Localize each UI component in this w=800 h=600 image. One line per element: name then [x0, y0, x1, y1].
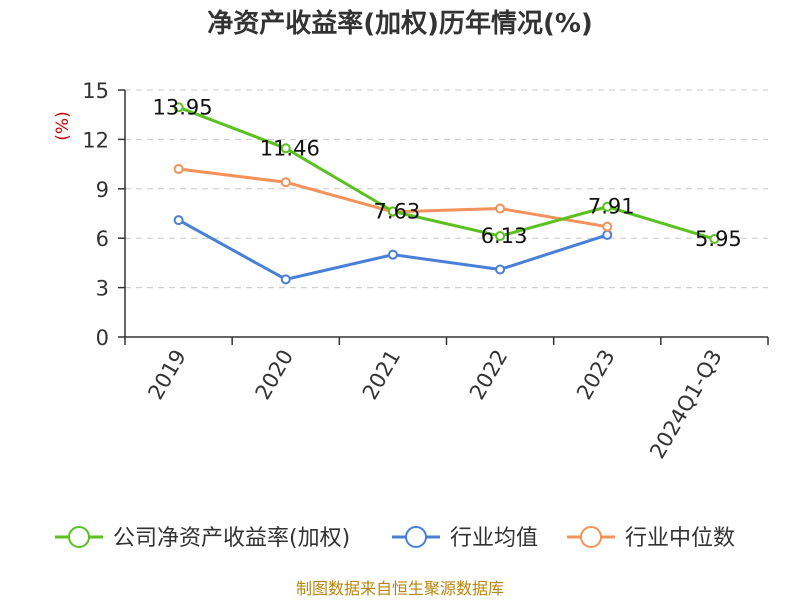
axes: 0 3 6 9 12 15 2019 2020 2021 2022 2023 2024Q1-Q3 [82, 79, 769, 463]
grid-lines [125, 89, 768, 289]
series-lines [173, 102, 720, 285]
data-point [173, 102, 184, 113]
legend-marker [405, 526, 427, 548]
data-point [495, 231, 506, 242]
data-point [602, 201, 613, 212]
chart-title: 净资产收益率(加权)历年情况(%) [207, 8, 593, 39]
data-point [280, 143, 291, 154]
data-source-note: 制图数据来自恒生聚源数据库 [296, 579, 504, 598]
x-tick-label: 2024Q1-Q3 [645, 346, 727, 463]
legend-item-2[interactable]: 行业中位数 [567, 526, 735, 551]
y-axis-unit-label: (%) [53, 111, 73, 140]
y-tick-label: 12 [82, 128, 109, 152]
data-label: 5.95 [695, 227, 742, 251]
data-point [495, 264, 506, 275]
data-point [280, 177, 291, 188]
legend-label: 公司净资产收益率(加权) [113, 526, 350, 551]
legend-marker [68, 526, 90, 548]
legend: 公司净资产收益率(加权) 行业均值 行业中位数 [55, 526, 735, 551]
data-point [173, 164, 184, 175]
data-point [602, 229, 613, 240]
legend-marker [580, 526, 602, 548]
x-tick-label: 2020 [251, 346, 299, 404]
data-point [387, 249, 398, 260]
data-label: 7.63 [374, 199, 421, 223]
legend-label: 行业中位数 [625, 526, 735, 551]
data-point [387, 206, 398, 217]
data-label: 13.95 [153, 95, 213, 119]
legend-label: 行业均值 [450, 526, 538, 551]
y-tick-label: 15 [82, 79, 109, 103]
series-0 [173, 102, 720, 245]
legend-item-0[interactable]: 公司净资产收益率(加权) [55, 526, 350, 551]
series-1 [173, 215, 613, 285]
data-point [280, 274, 291, 285]
x-tick-label: 2021 [358, 346, 406, 404]
y-tick-label: 9 [96, 178, 109, 202]
x-tick-label: 2023 [572, 346, 620, 404]
data-point [173, 215, 184, 226]
x-tick-label: 2022 [465, 346, 513, 404]
y-tick-label: 6 [96, 227, 109, 251]
x-tick-label: 2019 [143, 346, 191, 404]
data-labels: 13.95 11.46 7.63 6.13 7.91 5.95 [153, 95, 742, 251]
y-tick-label: 0 [96, 326, 109, 350]
data-point [495, 203, 506, 214]
legend-item-1[interactable]: 行业均值 [392, 526, 538, 551]
y-tick-label: 3 [96, 277, 109, 301]
series-line [178, 105, 715, 241]
data-label: 7.91 [588, 195, 635, 219]
data-point [709, 234, 720, 245]
data-label: 11.46 [260, 136, 320, 160]
data-point [602, 221, 613, 232]
data-label: 6.13 [481, 224, 528, 248]
